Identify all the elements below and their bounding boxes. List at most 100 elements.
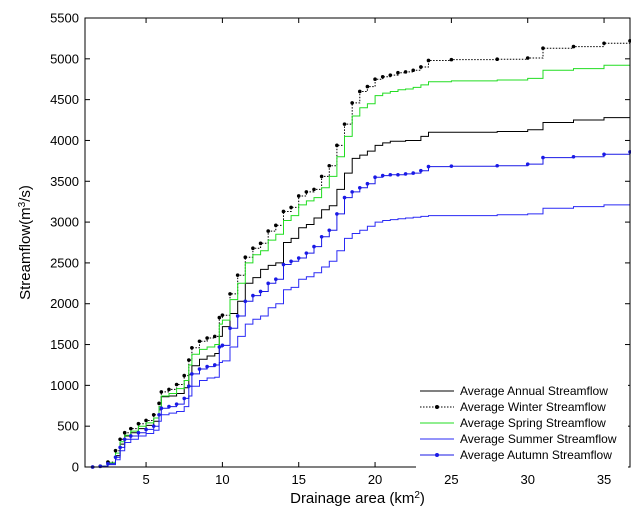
series-point-4	[396, 172, 400, 177]
series-point-1	[357, 89, 362, 94]
series-point-4	[122, 437, 127, 442]
legend-label: Average Spring Streamflow	[460, 416, 606, 430]
series-point-4	[217, 345, 222, 349]
y-tick-label: 5500	[50, 11, 79, 26]
legend-marker	[435, 405, 439, 409]
x-tick-label: 5	[142, 472, 149, 487]
series-point-1	[365, 84, 370, 89]
series-point-4	[182, 396, 187, 401]
series-point-1	[118, 437, 122, 442]
series-point-1	[228, 292, 232, 296]
x-tick-label: 35	[597, 472, 611, 487]
series-point-1	[449, 57, 454, 62]
y-tick-label: 5000	[50, 51, 79, 66]
series-point-1	[296, 194, 301, 198]
series-point-4	[541, 155, 545, 160]
series-point-4	[335, 212, 339, 216]
series-point-1	[136, 421, 141, 426]
y-tick-label: 2000	[50, 296, 79, 311]
series-point-4	[350, 190, 354, 194]
series-point-4	[151, 424, 156, 428]
series-point-1	[157, 401, 161, 406]
series-point-1	[187, 358, 191, 362]
series-point-4	[98, 464, 103, 469]
legend: Average Annual Streamflow Average Winter …	[416, 380, 628, 468]
series-point-1	[350, 101, 354, 105]
series-point-4	[159, 406, 164, 411]
series-point-4	[243, 299, 248, 304]
series-point-1	[174, 382, 179, 387]
series-point-1	[426, 58, 431, 63]
series-point-1	[197, 339, 202, 344]
series-point-1	[122, 430, 127, 435]
series-point-1	[144, 418, 148, 423]
series-point-4	[327, 228, 332, 233]
series-point-1	[525, 56, 530, 60]
series-point-4	[144, 427, 148, 432]
series-point-1	[319, 174, 324, 179]
series-point-1	[251, 246, 255, 251]
series-point-4	[525, 162, 530, 166]
legend-label: Average Annual Streamflow	[460, 384, 608, 398]
series-point-4	[220, 343, 225, 348]
series-point-4	[205, 364, 209, 369]
series-point-4	[312, 244, 316, 249]
series-point-1	[327, 163, 332, 168]
series-point-1	[304, 190, 309, 194]
series-point-4	[342, 195, 347, 200]
series-point-4	[380, 173, 385, 178]
series-point-1	[396, 70, 400, 75]
series-point-4	[357, 186, 362, 190]
series-point-1	[335, 143, 339, 148]
axes-layer: 5 10 15 20 25 30 35 0 500 1000 1500 2000 2500 3000 350…	[50, 11, 630, 487]
series-point-4	[602, 152, 606, 157]
series-point-1	[217, 315, 222, 320]
y-tick-label: 3500	[50, 174, 79, 189]
legend-box	[416, 380, 628, 468]
y-tick-label: 2500	[50, 255, 79, 270]
series-point-1	[243, 255, 248, 259]
series-point-1	[220, 313, 225, 317]
series-point-1	[281, 209, 286, 214]
x-axis-title: Drainage area (km2)	[290, 490, 425, 508]
x-tick-label: 20	[368, 472, 382, 487]
series-point-1	[266, 229, 270, 233]
plot-frame	[84, 17, 631, 468]
series-point-4	[419, 168, 423, 173]
series-point-4	[426, 164, 431, 169]
series-point-1	[159, 390, 164, 394]
series-point-4	[118, 445, 122, 450]
series-line-3	[92, 203, 631, 468]
series-point-1	[380, 74, 385, 79]
y-tick-label: 4500	[50, 92, 79, 107]
series-point-1	[113, 448, 118, 453]
series-layer	[90, 39, 631, 469]
legend-label: Average Winter Streamflow	[460, 400, 606, 414]
series-point-4	[373, 175, 377, 179]
series-point-4	[251, 293, 255, 298]
y-axis-title: Streamflow(m3/s)	[17, 185, 35, 300]
series-point-4	[197, 367, 202, 371]
series-point-4	[266, 281, 270, 286]
y-tick-label: 500	[57, 419, 79, 434]
series-point-4	[571, 154, 576, 159]
series-point-1	[274, 223, 278, 228]
y-tick-label: 4000	[50, 133, 79, 148]
series-line-2	[92, 62, 631, 468]
series-point-4	[157, 412, 161, 417]
series-point-4	[190, 372, 194, 376]
series-point-1	[403, 70, 408, 74]
series-point-4	[258, 289, 263, 294]
series-point-1	[289, 205, 293, 210]
legend-label: Average Summer Streamflow	[460, 432, 617, 446]
series-point-4	[274, 277, 278, 282]
legend-label: Average Autumn Streamflow	[460, 448, 612, 462]
series-point-1	[167, 387, 171, 392]
series-point-1	[373, 77, 377, 82]
series-point-4	[128, 434, 133, 438]
series-point-1	[541, 46, 545, 51]
series-point-4	[113, 455, 118, 460]
series-point-4	[235, 314, 240, 318]
